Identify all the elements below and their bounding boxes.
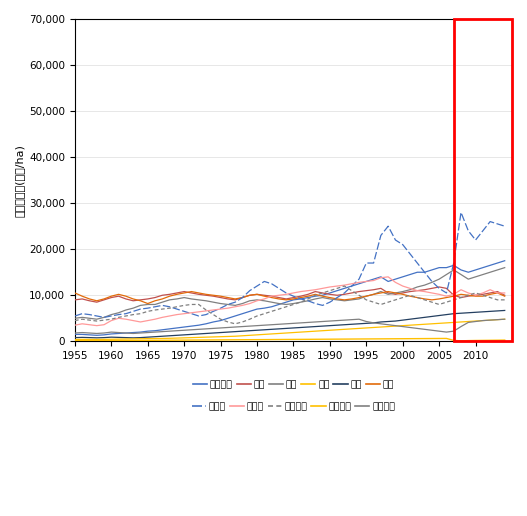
Bar xyxy=(454,19,512,341)
Y-axis label: 도지생산성(엔원/ha): 도지생산성(엔원/ha) xyxy=(15,144,25,217)
Legend: 과일류, 채소류, 노지채소, 시설채소, 특용작물: 과일류, 채소류, 노지채소, 시설채소, 특용작물 xyxy=(188,399,399,415)
